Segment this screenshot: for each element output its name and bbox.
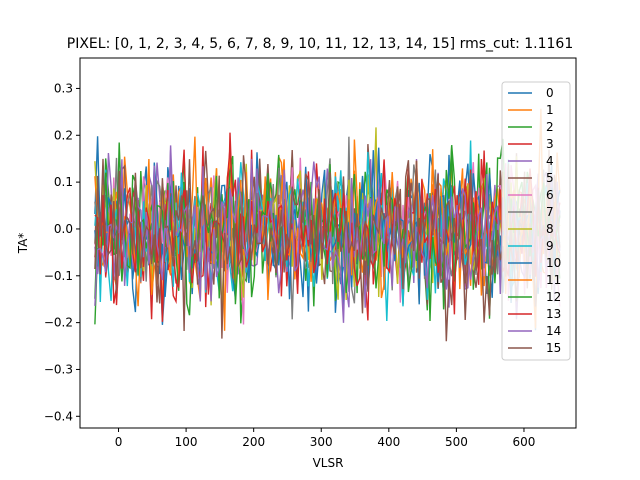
series-line-13 — [94, 148, 561, 322]
y-axis: −0.4 −0.3 −0.2 −0.1 0.0 0.1 0.2 0.3 — [44, 81, 80, 423]
y-tick-label: −0.3 — [44, 362, 73, 376]
y-tick-label: −0.1 — [44, 269, 73, 283]
legend-label-9: 9 — [546, 239, 554, 253]
legend-box — [501, 81, 571, 361]
x-tick-label: 400 — [377, 435, 400, 449]
y-tick-label: −0.4 — [44, 409, 73, 423]
x-tick-label: 0 — [115, 435, 123, 449]
legend-label-10: 10 — [546, 256, 561, 270]
legend-label-0: 0 — [546, 86, 554, 100]
legend-label-2: 2 — [546, 120, 554, 134]
x-tick-label: 500 — [445, 435, 468, 449]
legend-label-3: 3 — [546, 137, 554, 151]
legend-label-13: 13 — [546, 307, 561, 321]
series-line-14 — [94, 145, 561, 323]
legend-label-12: 12 — [546, 290, 561, 304]
legend-label-1: 1 — [546, 103, 554, 117]
legend-label-14: 14 — [546, 324, 561, 338]
legend-label-8: 8 — [546, 222, 554, 236]
x-tick-label: 200 — [242, 435, 265, 449]
x-axis-label: VLSR — [313, 456, 344, 470]
series-layer — [94, 108, 561, 342]
series-line-15 — [94, 149, 561, 339]
y-tick-label: 0.3 — [54, 81, 73, 95]
legend-label-5: 5 — [546, 171, 554, 185]
y-tick-label: 0.0 — [54, 222, 73, 236]
y-tick-label: 0.1 — [54, 175, 73, 189]
legend-label-11: 11 — [546, 273, 561, 287]
x-axis: 0 100 200 300 400 500 600 — [115, 428, 536, 449]
legend-label-7: 7 — [546, 205, 554, 219]
x-tick-label: 600 — [513, 435, 536, 449]
y-axis-label: TA* — [16, 233, 30, 255]
y-tick-label: −0.2 — [44, 316, 73, 330]
plot-frame — [79, 57, 577, 429]
legend-label-6: 6 — [546, 188, 554, 202]
x-tick-label: 100 — [175, 435, 198, 449]
x-tick-label: 300 — [310, 435, 333, 449]
legend-label-15: 15 — [546, 341, 561, 355]
legend-label-4: 4 — [546, 154, 554, 168]
chart-title: PIXEL: [0, 1, 2, 3, 4, 5, 6, 7, 8, 9, 10… — [67, 36, 573, 52]
y-tick-label: 0.2 — [54, 128, 73, 142]
